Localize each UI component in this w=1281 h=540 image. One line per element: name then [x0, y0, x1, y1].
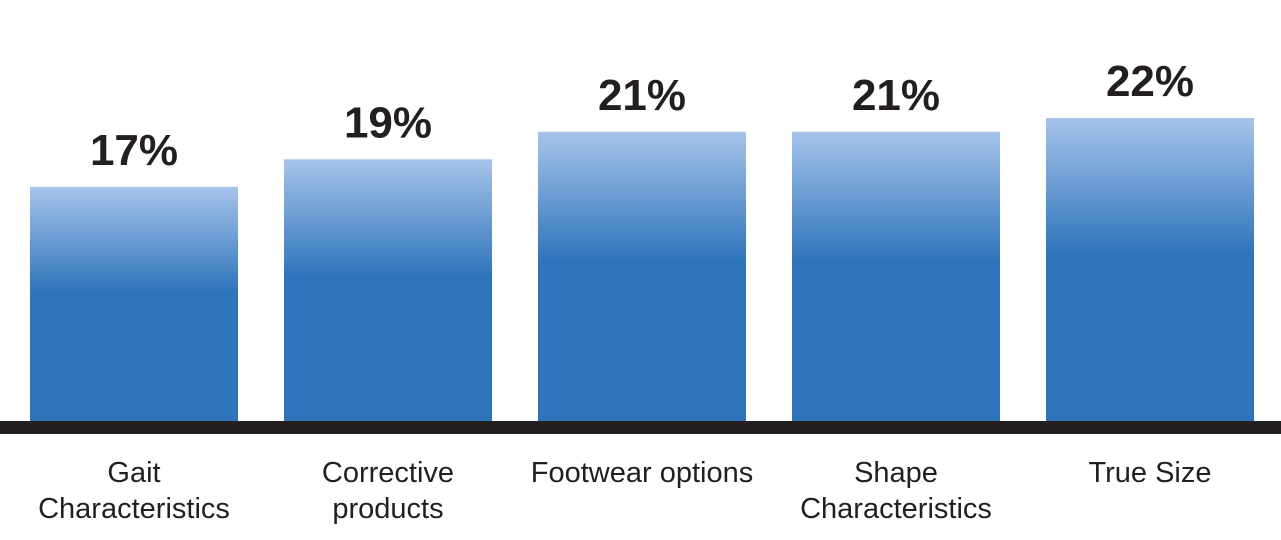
- value-label: 19%: [344, 98, 432, 147]
- baseline: [0, 421, 1281, 434]
- x-tick-label: Gait Characteristics: [38, 457, 230, 525]
- value-label: 17%: [90, 126, 178, 175]
- bar: [538, 131, 746, 422]
- x-tick-label: Shape Characteristics: [800, 457, 992, 525]
- x-tick-label: True Size: [1088, 457, 1212, 489]
- value-label: 22%: [1106, 57, 1194, 106]
- value-label: 21%: [852, 71, 940, 120]
- bar: [284, 159, 492, 421]
- bar: [30, 186, 238, 421]
- value-label: 21%: [598, 71, 686, 120]
- x-tick-label: Corrective products: [321, 457, 455, 525]
- bar: [1046, 118, 1254, 421]
- bar: [792, 131, 1000, 422]
- x-tick-label: Footwear options: [530, 457, 754, 489]
